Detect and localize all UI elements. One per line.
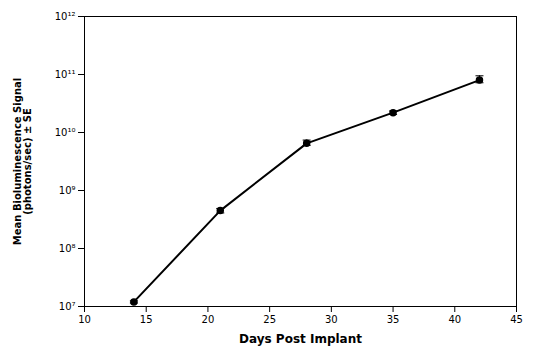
svg-text:45: 45	[510, 314, 523, 325]
svg-text:10⁷: 10⁷	[59, 301, 76, 312]
svg-text:10: 10	[78, 314, 91, 325]
svg-text:30: 30	[325, 314, 338, 325]
svg-text:Days Post Implant: Days Post Implant	[239, 332, 362, 346]
svg-text:20: 20	[202, 314, 215, 325]
svg-text:10¹²: 10¹²	[55, 11, 76, 22]
svg-text:Mean Bioluminescence Signal(ph: Mean Bioluminescence Signal(photons/sec)…	[12, 78, 33, 245]
svg-text:40: 40	[448, 314, 461, 325]
svg-text:10⁸: 10⁸	[59, 243, 76, 254]
svg-text:10¹⁰: 10¹⁰	[55, 127, 76, 138]
svg-text:10¹¹: 10¹¹	[55, 69, 76, 80]
svg-text:10⁹: 10⁹	[59, 185, 76, 196]
svg-text:15: 15	[140, 314, 153, 325]
svg-text:25: 25	[263, 314, 276, 325]
svg-text:35: 35	[387, 314, 400, 325]
